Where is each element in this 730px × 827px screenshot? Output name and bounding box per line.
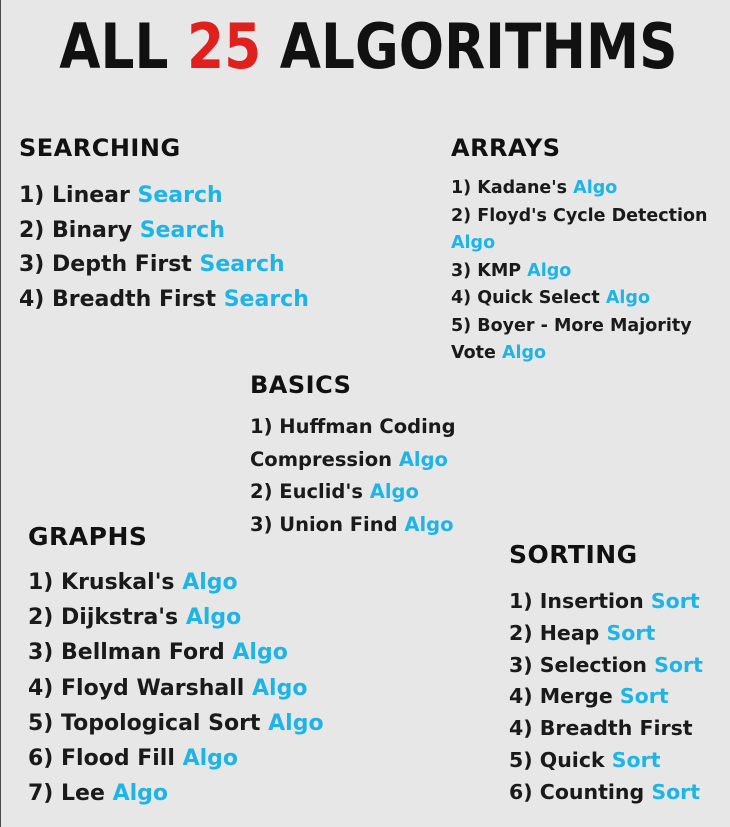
list-item: 5) Boyer - More Majority Vote Algo <box>451 313 726 368</box>
list-item: 4) Breadth First Search <box>19 283 309 318</box>
list-item: 5) Quick Sort <box>509 745 703 777</box>
section-sorting: SORTING 1) Insertion Sort 2) Heap Sort 3) … <box>509 538 703 809</box>
section-heading-searching: SEARCHING <box>19 134 181 162</box>
item-text: 6) Flood Fill <box>28 746 175 772</box>
item-text: 2) Heap <box>509 620 600 645</box>
item-text: 2) Floyd's Cycle Detection <box>451 205 708 226</box>
list-item: 2) Dijkstra's Algo <box>28 600 324 635</box>
section-heading-basics: BASICS <box>250 371 352 399</box>
list-item: 3) KMP Algo <box>451 258 726 286</box>
item-text: 1) Huffman Coding Compression <box>250 415 456 471</box>
list-searching: 1) Linear Search 2) Binary Search 3) Depth… <box>19 179 309 317</box>
item-accent-word: Sort <box>619 684 669 709</box>
item-accent-word: Algo <box>527 260 572 281</box>
list-item: 3) Bellman Ford Algo <box>28 635 324 670</box>
section-heading-graphs: GRAPHS <box>28 522 148 551</box>
list-item: 2) Floyd's Cycle Detection Algo <box>451 203 726 258</box>
list-item: 3) Depth First Search <box>19 248 309 283</box>
item-text: 3) Selection <box>509 652 648 677</box>
section-heading-sorting: SORTING <box>509 540 638 569</box>
list-item: 4) Merge Sort <box>509 681 703 713</box>
item-accent-word: Algo <box>185 605 242 631</box>
item-accent-word: Sort <box>651 779 701 804</box>
list-item: 4) Floyd Warshall Algo <box>28 671 324 706</box>
item-text: 5) Topological Sort <box>28 710 261 736</box>
list-item: 2) Heap Sort <box>509 618 703 650</box>
page-title: ALL 25 ALGORITHMS <box>54 8 682 86</box>
item-text: 1) Kadane's <box>451 178 568 198</box>
item-text: 1) Kruskal's <box>28 570 175 595</box>
item-text: 7) Lee <box>28 781 105 807</box>
list-graphs: 1) Kruskal's Algo 2) Dijkstra's Algo 3) Be… <box>28 565 324 811</box>
list-basics: 1) Huffman Coding Compression Algo 2) Euc… <box>250 411 490 541</box>
item-text: 4) Merge <box>509 684 613 709</box>
section-arrays: ARRAYS 1) Kadane's Algo 2) Floyd's Cycle … <box>451 133 726 368</box>
list-item: 6) Counting Sort <box>509 777 703 809</box>
list-sorting: 1) Insertion Sort 2) Heap Sort 3) Selectio… <box>509 586 703 809</box>
list-item: 4) Breadth First <box>509 713 703 745</box>
item-accent-word: Algo <box>268 710 324 736</box>
item-accent-word: Sort <box>606 620 656 645</box>
item-text: 3) Bellman Ford <box>28 640 225 666</box>
item-accent-word: Algo <box>232 640 288 666</box>
list-item: 4) Quick Select Algo <box>451 285 726 313</box>
list-item: 5) Topological Sort Algo <box>28 706 324 741</box>
item-accent-word: Search <box>139 217 225 243</box>
item-accent-word: Sort <box>611 747 661 772</box>
item-accent-word: Algo <box>252 675 308 701</box>
item-accent-word: Algo <box>451 233 496 253</box>
item-accent-word: Algo <box>112 781 168 807</box>
item-accent-word: Search <box>199 252 285 277</box>
item-text: 3) Depth First <box>19 252 192 277</box>
item-accent-word: Search <box>137 183 223 208</box>
item-text: 6) Counting <box>509 779 645 804</box>
item-accent-word: Sort <box>654 652 703 677</box>
item-text: 2) Binary <box>19 217 133 243</box>
section-graphs: GRAPHS 1) Kruskal's Algo 2) Dijkstra's Al… <box>28 520 324 811</box>
item-text: 4) Breadth First <box>509 716 693 741</box>
list-item: 2) Binary Search <box>19 214 309 249</box>
list-item: 7) Lee Algo <box>28 776 324 811</box>
list-item: 1) Linear Search <box>19 179 309 214</box>
item-accent-word: Algo <box>404 512 454 536</box>
item-accent-word: Algo <box>573 178 618 198</box>
item-text: 3) KMP <box>451 260 522 281</box>
item-text: 4) Floyd Warshall <box>28 675 245 701</box>
item-accent-word: Algo <box>182 570 238 595</box>
item-text: 2) Dijkstra's <box>28 605 179 631</box>
item-accent-word: Algo <box>182 746 238 772</box>
item-text: 5) Quick <box>509 747 605 772</box>
item-accent-word: Sort <box>650 589 700 613</box>
item-text: 4) Breadth First <box>19 286 217 312</box>
item-accent-word: Search <box>223 286 309 312</box>
item-accent-word: Algo <box>398 447 448 471</box>
item-text: 5) Boyer - More Majority Vote <box>451 315 692 364</box>
item-accent-word: Algo <box>501 343 547 363</box>
title-number: 25 <box>187 10 262 83</box>
title-suffix: ALGORITHMS <box>279 10 678 83</box>
list-item: 1) Kadane's Algo <box>451 175 726 203</box>
item-text: 4) Quick Select <box>451 288 600 308</box>
list-item: 1) Kruskal's Algo <box>28 565 324 600</box>
list-item: 3) Union Find Algo <box>250 509 490 542</box>
section-searching: SEARCHING 1) Linear Search 2) Binary Sear… <box>19 133 309 317</box>
list-item: 3) Selection Sort <box>509 650 703 682</box>
item-text: 1) Linear <box>19 183 130 208</box>
section-basics: BASICS 1) Huffman Coding Compression Alg… <box>250 369 490 541</box>
item-text: 3) Union Find <box>250 512 398 536</box>
item-text: 2) Euclid's <box>250 480 363 503</box>
list-arrays: 1) Kadane's Algo 2) Floyd's Cycle Detecti… <box>451 175 726 368</box>
section-heading-arrays: ARRAYS <box>451 134 561 162</box>
title-prefix: ALL <box>59 10 169 83</box>
list-item: 1) Huffman Coding Compression Algo <box>250 411 490 476</box>
left-border <box>0 0 1 827</box>
item-text: 1) Insertion <box>509 589 644 613</box>
list-item: 2) Euclid's Algo <box>250 476 490 509</box>
item-accent-word: Algo <box>605 288 650 308</box>
list-item: 6) Flood Fill Algo <box>28 741 324 776</box>
item-accent-word: Algo <box>369 480 419 503</box>
list-item: 1) Insertion Sort <box>509 586 703 618</box>
